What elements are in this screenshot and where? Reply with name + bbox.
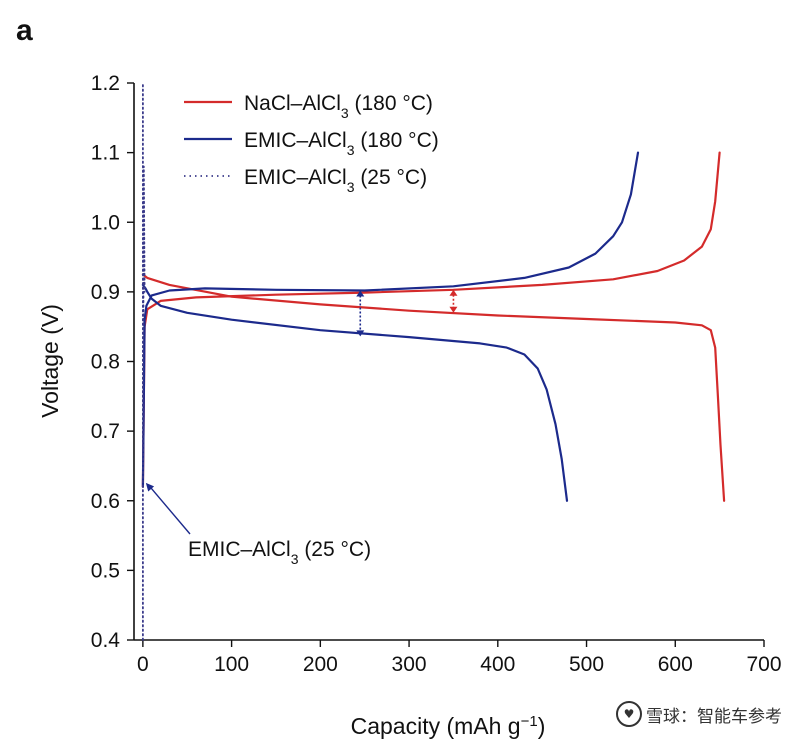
overpotential-markers <box>356 289 458 337</box>
y-tick-label: 1.1 <box>91 142 120 165</box>
x-tick-label: 100 <box>214 653 249 676</box>
legend: NaCl–AlCl3 (180 °C) EMIC–AlCl3 (180 °C) EM… <box>184 92 439 195</box>
x-tick-label: 500 <box>569 653 604 676</box>
x-tick-label: 700 <box>746 653 781 676</box>
y-tick-label: 0.8 <box>91 351 120 374</box>
legend-label-3: EMIC–AlCl3 (25 °C) <box>244 166 427 195</box>
overpotential-arrow-up-2 <box>449 289 458 296</box>
overpotential-arrow-down-1 <box>356 330 365 337</box>
x-tick-label: 300 <box>392 653 427 676</box>
series-1-charge-curve <box>141 151 721 488</box>
panel-label: a <box>16 14 33 47</box>
watermark: ♥ 雪球：智能车参考 <box>616 701 782 727</box>
legend-label-2: EMIC–AlCl3 (180 °C) <box>244 129 439 158</box>
y-tick-label: 0.5 <box>91 559 120 582</box>
annotation-arrowhead-icon <box>145 482 155 492</box>
y-ticks: 0.4 0.5 0.6 0.7 0.8 0.9 1.0 1.1 1.2 <box>91 72 134 652</box>
overpotential-arrow-down-2 <box>449 306 458 313</box>
y-axis-title: Voltage (V) <box>37 304 63 418</box>
overpotential-arrow-up-1 <box>356 290 365 297</box>
series-1-discharge-curve <box>141 273 726 502</box>
y-tick-label: 0.9 <box>91 281 120 304</box>
series-group <box>141 82 726 641</box>
x-tick-label: 200 <box>303 653 338 676</box>
series-2-discharge-curve <box>141 283 569 502</box>
y-tick-label: 0.6 <box>91 490 120 513</box>
y-tick-label: 1.0 <box>91 211 120 234</box>
annotation: EMIC–AlCl3 (25 °C) <box>145 482 371 567</box>
x-tick-label: 0 <box>137 653 149 676</box>
annotation-label: EMIC–AlCl3 (25 °C) <box>188 538 371 567</box>
x-tick-label: 400 <box>480 653 515 676</box>
watermark-text: 雪球：智能车参考 <box>646 706 782 727</box>
legend-label-1: NaCl–AlCl3 (180 °C) <box>244 92 433 121</box>
y-tick-label: 1.2 <box>91 72 120 95</box>
x-axis-title: Capacity (mAh g−1) <box>351 713 546 740</box>
y-tick-label: 0.4 <box>91 629 121 652</box>
x-ticks: 0 100 200 300 400 500 600 700 <box>137 640 782 676</box>
annotation-leader-line <box>150 487 191 535</box>
series-2-charge-curve <box>141 151 640 488</box>
watermark-logo-icon: ♥ <box>616 701 642 727</box>
x-tick-label: 600 <box>658 653 693 676</box>
series-3-spike-curve <box>142 165 146 488</box>
y-tick-label: 0.7 <box>91 420 120 443</box>
